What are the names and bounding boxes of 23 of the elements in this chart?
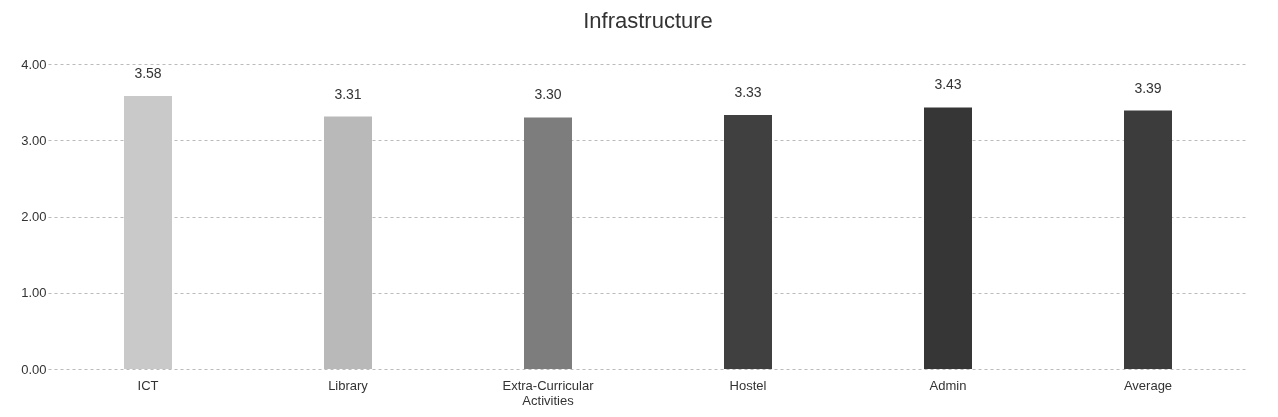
data-label: 3.31	[334, 85, 362, 102]
x-tick-label: Average	[1123, 377, 1173, 393]
y-tick-label: 1.00	[21, 285, 47, 301]
bar	[1124, 110, 1172, 369]
bar	[124, 96, 172, 369]
data-label: 3.39	[1134, 79, 1162, 96]
data-label: 3.43	[934, 76, 962, 93]
y-tick-label: 0.00	[21, 361, 47, 377]
chart-title: Infrastructure	[583, 8, 713, 33]
x-tick-label: Extra-Curricular Activities	[502, 377, 595, 408]
x-tick-label: Library	[328, 377, 369, 393]
x-tick-label: Hostel	[729, 377, 767, 393]
data-label: 3.33	[734, 84, 762, 101]
bar	[924, 107, 972, 369]
bar	[524, 117, 572, 369]
bar	[724, 115, 772, 369]
y-tick-label: 2.00	[21, 209, 47, 224]
x-tick-label: ICT	[137, 377, 159, 393]
data-label: 3.30	[534, 86, 562, 103]
data-label: 3.58	[134, 65, 162, 82]
y-tick-label: 3.00	[21, 132, 47, 148]
x-tick-label: Admin	[929, 377, 967, 393]
y-tick-label: 4.00	[21, 56, 47, 72]
